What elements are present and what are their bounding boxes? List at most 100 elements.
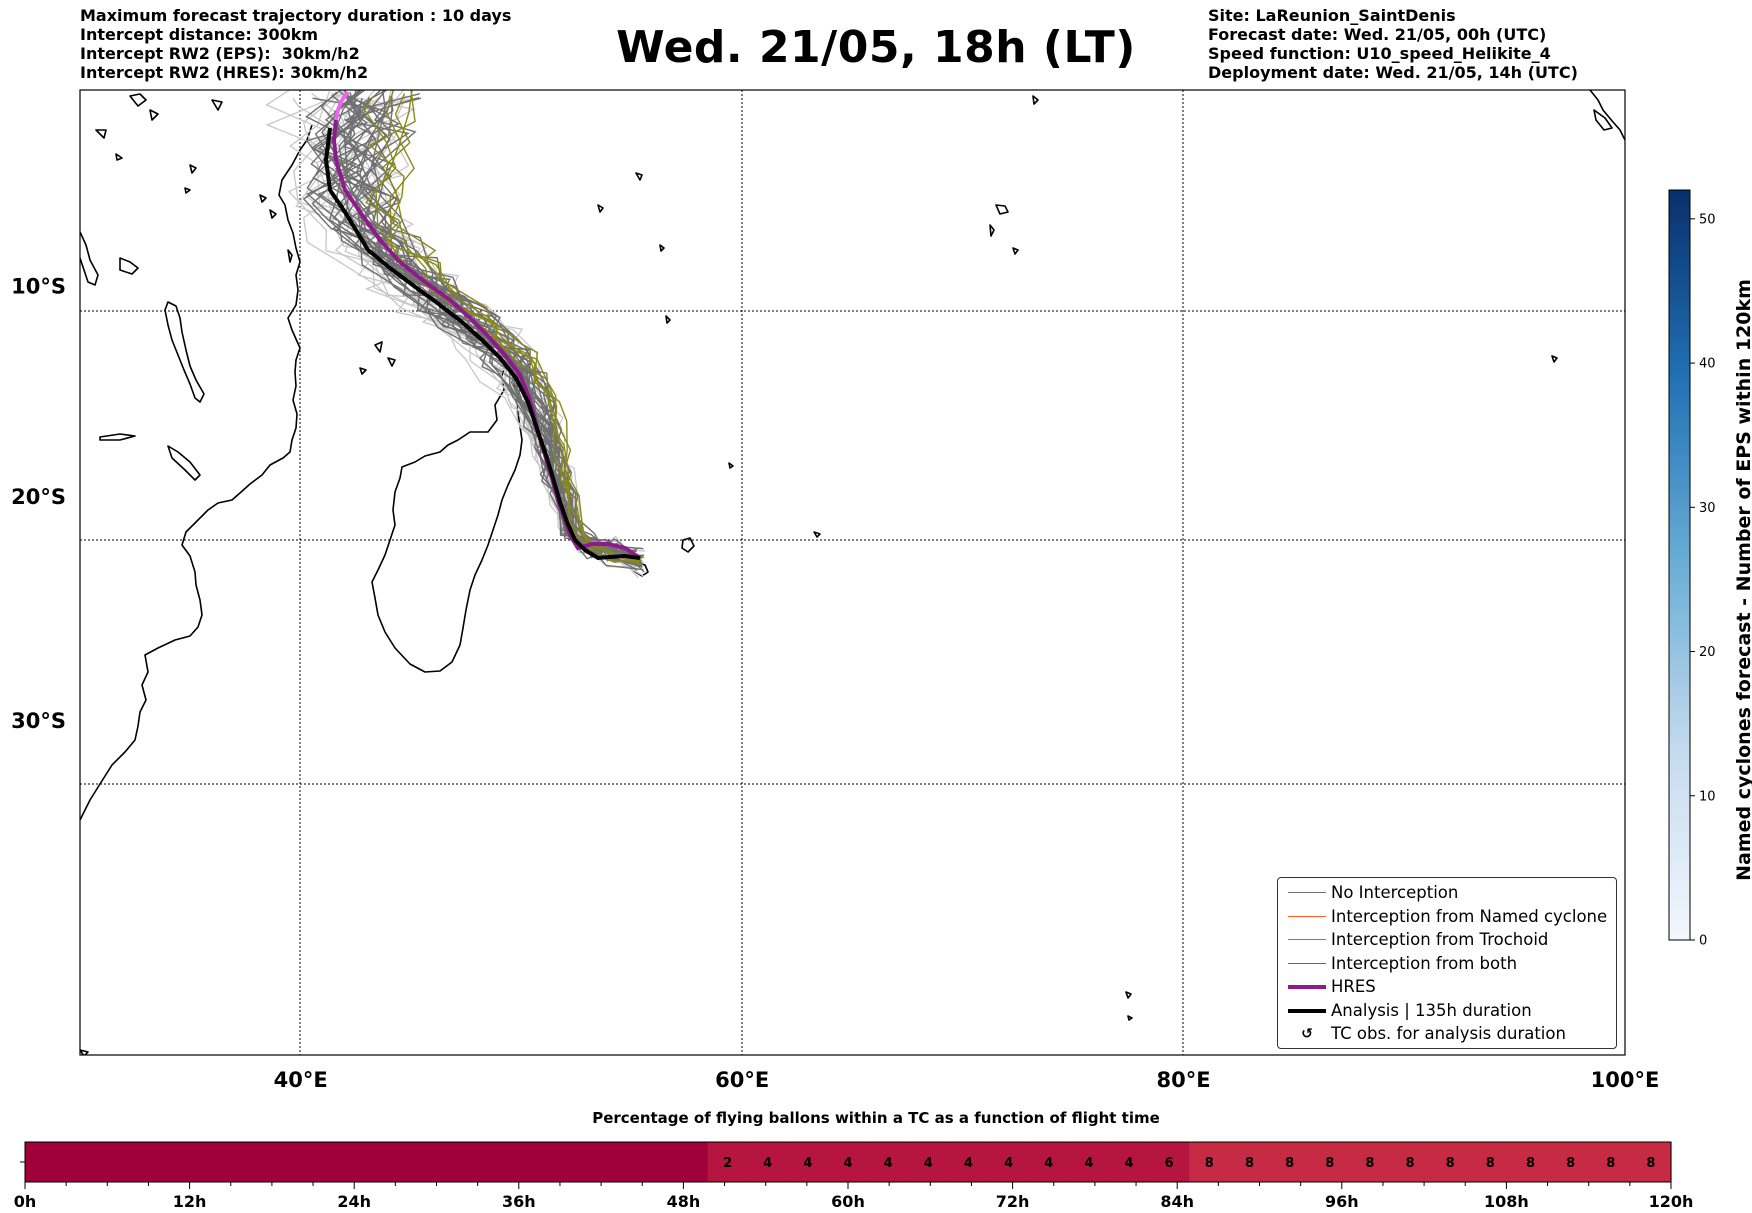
- legend-swatch: [1288, 985, 1326, 989]
- eps-track: [334, 90, 640, 559]
- island-bottom-left: [80, 1049, 89, 1055]
- legend-item-hres: HRES: [1278, 976, 1614, 998]
- tc-obs-icon: ↺: [1301, 1026, 1313, 1042]
- timeline-cell: [868, 1142, 909, 1182]
- island-socotra: [95, 129, 107, 139]
- timeline-tick-label: 96h: [1325, 1192, 1359, 1211]
- island-rodrigues: [813, 531, 821, 538]
- timeline-cell-value: 8: [1566, 1156, 1575, 1171]
- colorbar-bar: [1668, 189, 1691, 941]
- header-left-line-3: Intercept RW2 (EPS): 30km/h2: [80, 44, 360, 63]
- lake-fragment-2: [167, 445, 201, 481]
- legend-item-tc-obs: ↺ TC obs. for analysis duration: [1278, 1023, 1614, 1045]
- header-info-left: Maximum forecast trajectory duration : 1…: [80, 6, 511, 82]
- island-upper-right: [1593, 109, 1613, 131]
- lon-label-60e: 60°E: [715, 1068, 769, 1092]
- timeline-cell: [667, 1142, 709, 1182]
- legend-label: Interception from both: [1331, 953, 1518, 973]
- legend-label: TC obs. for analysis duration: [1331, 1024, 1566, 1043]
- timeline-cell: [908, 1142, 949, 1182]
- timeline-cell: [1550, 1142, 1592, 1182]
- island-north-fragment: [1032, 95, 1039, 105]
- coastline-sumatra-fragment: [1589, 90, 1625, 141]
- timeline-cell: [627, 1142, 668, 1182]
- timeline-cell: [1149, 1142, 1190, 1182]
- timeline-tick-label: 60h: [831, 1192, 865, 1211]
- colorbar-tick-label: 40: [1699, 357, 1716, 372]
- legend-label: No Interception: [1331, 883, 1459, 902]
- timeline-cell: [1590, 1142, 1632, 1182]
- timeline-tick-label: 12h: [173, 1192, 207, 1211]
- timeline-cell: [546, 1142, 588, 1182]
- island-chagos-3: [1012, 247, 1019, 255]
- timeline-cell: [1028, 1142, 1070, 1182]
- timeline-cell-value: 6: [1165, 1156, 1174, 1171]
- island-comoros-3: [359, 367, 367, 375]
- eps-track: [310, 98, 639, 563]
- coastline-africa: [80, 124, 313, 821]
- latitude-labels: 10°S 20°S 30°S: [11, 275, 66, 733]
- timeline-cell: [1470, 1142, 1512, 1182]
- island-ul-1: [129, 93, 147, 107]
- timeline-cell: [1108, 1142, 1150, 1182]
- legend-item-no-interception: No Interception: [1278, 882, 1614, 904]
- timeline-cell-value: 4: [1004, 1156, 1013, 1171]
- legend-item-both: Interception from both: [1278, 953, 1614, 975]
- map-gridlines: [80, 90, 1625, 1055]
- island-amsterdam: [1125, 991, 1132, 999]
- legend-swatch: [1288, 1008, 1326, 1013]
- lat-label-10s: 10°S: [11, 275, 66, 299]
- timeline-cell: [1389, 1142, 1431, 1182]
- island-zanzibar: [287, 249, 293, 263]
- page-title: Wed. 21/05, 18h (LT): [616, 22, 1136, 73]
- timeline-cell: [1269, 1142, 1311, 1182]
- island-agalega: [665, 315, 671, 324]
- timeline-cell: [426, 1142, 468, 1182]
- timeline-cell: [948, 1142, 990, 1182]
- header-info-right: Site: LaReunion_SaintDenis Forecast date:…: [1208, 6, 1578, 82]
- timeline-cell: [185, 1142, 227, 1182]
- timeline-tick-label: 48h: [667, 1192, 701, 1211]
- colorbar-title: Named cyclones forecast - Number of EPS …: [1733, 279, 1752, 881]
- legend-label: Interception from Named cyclone: [1331, 906, 1608, 926]
- legend-label: HRES: [1331, 977, 1376, 996]
- timeline-cell: [145, 1142, 187, 1182]
- longitude-labels: 40°E 60°E 80°E 100°E: [274, 1068, 1660, 1092]
- timeline-cell-value: 4: [964, 1156, 973, 1171]
- lat-label-20s: 20°S: [11, 485, 66, 509]
- legend-swatch: [1288, 962, 1326, 964]
- island-chagos-2: [989, 224, 995, 237]
- timeline-cell: [105, 1142, 147, 1182]
- island-stpaul: [1127, 1015, 1133, 1021]
- timeline-cell: [25, 1142, 66, 1182]
- island-stbrandon: [728, 462, 734, 469]
- lon-label-100e: 100°E: [1591, 1068, 1660, 1092]
- timeline-tick-label: 84h: [1160, 1192, 1194, 1211]
- header-right-line-4: Deployment date: Wed. 21/05, 14h (UTC): [1208, 63, 1578, 82]
- header-right-line-3: Speed function: U10_speed_Helikite_4: [1208, 44, 1551, 63]
- island-ul-8: [259, 194, 267, 203]
- timeline-cell: [346, 1142, 387, 1182]
- header-left-line-1: Maximum forecast trajectory duration : 1…: [80, 6, 512, 25]
- colorbar-tick-label: 20: [1699, 645, 1716, 660]
- colorbar-tick-label: 0: [1699, 934, 1707, 949]
- timeline-cell: [65, 1142, 106, 1182]
- header-left-line-2: Intercept distance: 300km: [80, 25, 319, 44]
- timeline-cell: [1189, 1142, 1230, 1182]
- island-mauritius: [681, 537, 695, 553]
- timeline-cell: [827, 1142, 869, 1182]
- legend-swatch: [1288, 915, 1326, 917]
- timeline-cell-value: 8: [1405, 1156, 1414, 1171]
- island-seychelles-3: [659, 244, 665, 252]
- timeline-cell-value: 8: [1646, 1156, 1655, 1171]
- timeline-cell-value: 4: [884, 1156, 893, 1171]
- timeline-cell: [1430, 1142, 1471, 1182]
- colorbar-ticks: 0 10 20 30 40 50: [1690, 212, 1716, 949]
- timeline-tick-label: 24h: [337, 1192, 371, 1211]
- timeline-cell-value: 8: [1205, 1156, 1214, 1171]
- timeline-strip: 2 4 4 4 4 4 4 4 4 4 4 6 8 8 8 8 8 8 8 8 8 8 8 8 0h 12h 24h 36h 48h 60…: [14, 1141, 1693, 1211]
- map-legend: No Interception Interception from Named c…: [1277, 877, 1617, 1049]
- island-comoros-2: [387, 357, 396, 367]
- colorbar-tick-label: 50: [1699, 212, 1716, 227]
